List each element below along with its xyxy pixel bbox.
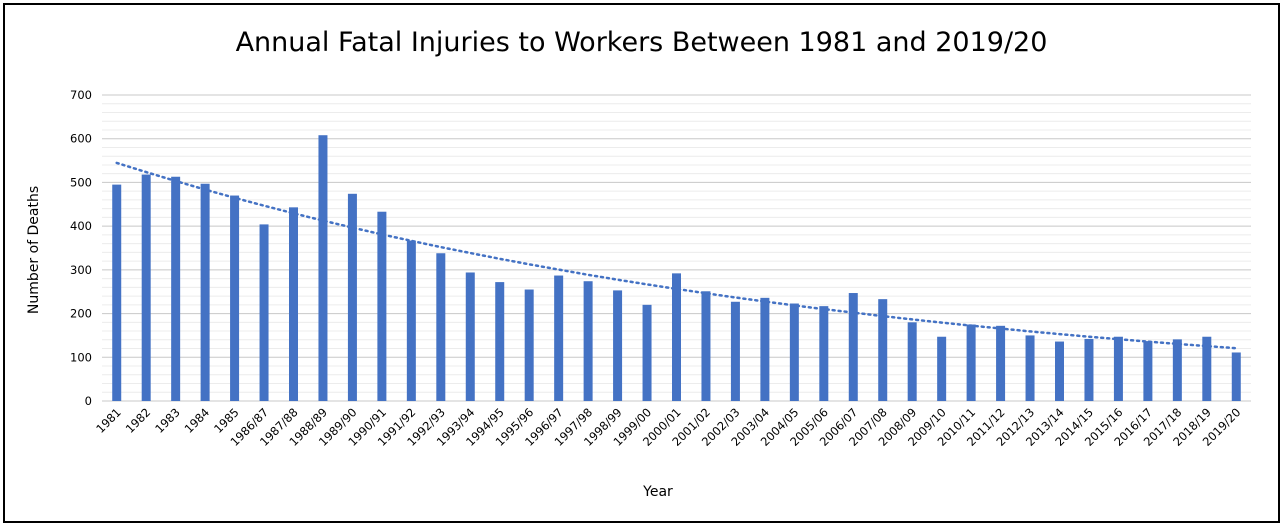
x-tick-label: 1983: [152, 405, 183, 436]
bar: [1172, 339, 1182, 401]
bar: [495, 282, 505, 401]
trendline: [115, 161, 1238, 350]
bar: [377, 211, 387, 401]
chart-svg: 0 100 200 300 400 500 600 700 19811982198319841…: [26, 88, 1251, 500]
bar: [613, 290, 623, 401]
trendline-group: [115, 161, 1238, 350]
bar: [289, 207, 298, 401]
y-tick-label: 700: [70, 88, 92, 102]
y-tick-label: 0: [85, 394, 92, 408]
bar: [996, 325, 1006, 401]
bar: [1143, 341, 1153, 401]
bar: [141, 174, 151, 401]
bar: [347, 193, 357, 401]
x-tick-label: 1982: [123, 405, 154, 436]
bar: [1231, 352, 1241, 401]
bar: [701, 291, 711, 401]
bar: [1113, 336, 1123, 401]
bar: [524, 289, 534, 401]
bars: [112, 135, 1241, 401]
bar: [730, 301, 740, 401]
chart-title: Annual Fatal Injuries to Workers Between…: [235, 27, 1048, 58]
bar: [436, 253, 446, 401]
bar: [760, 297, 770, 401]
bar: [583, 281, 593, 401]
bar: [1025, 335, 1035, 401]
bar: [318, 135, 328, 401]
x-tick-label: 1981: [93, 405, 124, 436]
bar: [1202, 336, 1212, 401]
bar: [1084, 338, 1094, 401]
bar: [789, 303, 799, 401]
bar: [1055, 341, 1064, 401]
bar: [259, 224, 269, 401]
bar: [112, 184, 122, 401]
bar: [554, 275, 564, 401]
bar: [878, 299, 888, 401]
y-tick-label: 300: [70, 263, 92, 277]
bar: [848, 293, 858, 401]
bar: [907, 322, 917, 401]
chart-frame: Annual Fatal Injuries to Workers Between…: [3, 3, 1280, 523]
y-axis-title: Number of Deaths: [26, 186, 42, 314]
bar: [200, 183, 210, 401]
bar: [966, 324, 976, 401]
bar: [937, 336, 947, 401]
bar: [406, 240, 416, 401]
y-tick-label: 200: [70, 307, 92, 321]
x-axis-ticks: 198119821983198419851986/871987/881988/8…: [93, 405, 1243, 449]
bar: [672, 273, 681, 401]
bar: [171, 176, 181, 401]
y-tick-label: 600: [70, 132, 92, 146]
bar: [465, 272, 475, 401]
y-tick-label: 100: [70, 350, 92, 364]
y-tick-label: 400: [70, 219, 92, 233]
bar: [819, 306, 829, 401]
x-axis-title: Year: [642, 484, 673, 500]
bar: [642, 304, 652, 401]
y-tick-label: 500: [70, 175, 92, 189]
x-tick-label: 1984: [182, 405, 213, 436]
y-axis-ticks: 0 100 200 300 400 500 600 700: [70, 88, 92, 408]
bar: [230, 195, 240, 401]
